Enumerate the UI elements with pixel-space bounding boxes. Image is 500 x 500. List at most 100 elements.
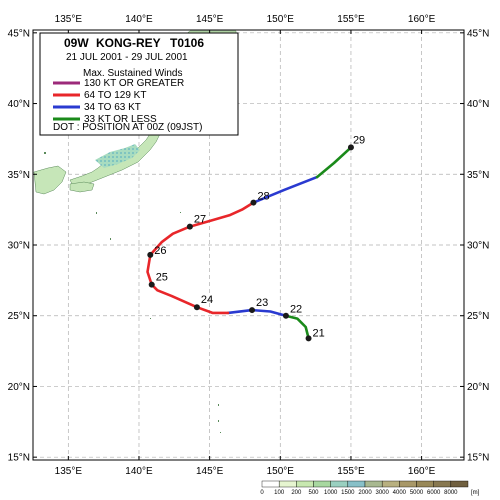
position-dot — [186, 223, 193, 230]
legend-title: Max. Sustained Winds — [83, 68, 183, 79]
island-dot — [218, 404, 219, 406]
storm-code: T0106 — [170, 36, 204, 50]
lat-label-left: 40°N — [8, 99, 30, 110]
lat-label-right: 30°N — [467, 241, 489, 252]
colorbar-cell — [313, 480, 331, 488]
colorbar-cell — [261, 480, 280, 488]
axis-ticks: 135°E 135°E 140°E 140°E 145°E 145°E 150°E 150°E… — [8, 14, 490, 477]
day-label: 29 — [353, 134, 365, 146]
island-dot — [218, 420, 219, 422]
lon-label-top: 145°E — [196, 14, 224, 25]
lat-label-left: 30°N — [8, 241, 30, 252]
colorbar-cell — [450, 480, 469, 488]
track-segment — [315, 146, 353, 179]
storm-period: 21 JUL 2001 - 29 JUL 2001 — [66, 52, 188, 63]
colorbar-label: 5000 — [410, 490, 424, 496]
position-dots: 21 22 23 24 25 26 27 28 29 — [147, 134, 365, 342]
legend-box: 09W KONG-REY T0106 21 JUL 2001 - 29 JUL … — [39, 32, 239, 136]
day-label: 22 — [290, 304, 302, 316]
colorbar-cell — [381, 480, 400, 488]
lon-label-bottom: 135°E — [55, 466, 83, 477]
mountain-area — [95, 144, 140, 168]
lon-label-top: 150°E — [267, 14, 295, 25]
colorbar-label: 2000 — [358, 490, 372, 496]
position-dot — [305, 335, 312, 342]
day-label: 27 — [194, 214, 206, 226]
colorbar-cell — [278, 480, 297, 488]
colorbar-label: 200 — [291, 490, 302, 496]
colorbar-label: 8000 — [444, 490, 458, 496]
legend-label: 34 TO 63 KT — [84, 102, 141, 113]
lon-label-bottom: 145°E — [196, 466, 224, 477]
lat-label-left: 20°N — [8, 382, 30, 393]
lat-label-left: 35°N — [8, 170, 30, 181]
position-dot — [250, 199, 257, 206]
island-dot — [150, 318, 151, 319]
lon-label-top: 140°E — [125, 14, 153, 25]
lon-label-top: 160°E — [408, 14, 436, 25]
colorbar-label: 6000 — [427, 490, 441, 496]
position-dot — [193, 304, 200, 311]
storm-id: 09W — [64, 36, 89, 50]
island-dot — [220, 432, 221, 433]
colorbar-label: 1500 — [341, 490, 355, 496]
position-dot — [282, 312, 289, 319]
lon-label-bottom: 150°E — [267, 466, 295, 477]
lon-label-bottom: 155°E — [337, 466, 365, 477]
lon-label-top: 155°E — [337, 14, 365, 25]
colorbar-label: 4000 — [393, 490, 407, 496]
lat-label-left: 15°N — [8, 453, 30, 464]
lat-label-right: 15°N — [467, 453, 489, 464]
position-dot — [347, 144, 354, 151]
colorbar-label: 0 — [260, 490, 264, 496]
colorbar-label: 1000 — [324, 490, 338, 496]
lat-label-right: 40°N — [467, 99, 489, 110]
track-segment — [226, 308, 288, 317]
island-dot — [96, 212, 97, 214]
island-dot — [110, 238, 111, 240]
lat-label-right: 45°N — [467, 28, 489, 39]
storm-name: KONG-REY — [96, 36, 161, 50]
lat-label-right: 20°N — [467, 382, 489, 393]
colorbar-label: 3000 — [375, 490, 389, 496]
island-dot — [180, 212, 181, 213]
colorbar-label: 500 — [308, 490, 319, 496]
lat-label-left: 25°N — [8, 311, 30, 322]
lon-label-bottom: 160°E — [408, 466, 436, 477]
day-label: 26 — [154, 245, 166, 257]
colorbar-label: 100 — [274, 490, 285, 496]
legend-label: 130 KT OR GREATER — [84, 78, 184, 89]
colorbar-cell — [433, 480, 452, 488]
lat-label-left: 45°N — [8, 28, 30, 39]
colorbar-unit: [m] — [471, 490, 480, 496]
lat-label-right: 35°N — [467, 170, 489, 181]
colorbar-cell — [416, 480, 434, 488]
day-label: 21 — [313, 327, 325, 339]
island-dot — [44, 152, 46, 154]
kyushu-island — [33, 165, 67, 195]
legend-dot-note: DOT : POSITION AT 00Z (09JST) — [53, 122, 202, 133]
day-label: 25 — [156, 272, 168, 284]
lon-label-bottom: 140°E — [125, 466, 153, 477]
colorbar-cell — [347, 480, 366, 488]
elevation-colorbar: 0 100 200 500 1000 1500 2000 3000 4000 5000 6000 80… — [260, 480, 480, 496]
track-segment — [284, 314, 310, 340]
shikoku-island — [69, 181, 95, 193]
legend-label: 33 KT OR LESS — [84, 114, 157, 125]
colorbar-cell — [399, 480, 417, 488]
legend-label: 64 TO 129 KT — [84, 90, 146, 101]
lat-label-right: 25°N — [467, 311, 489, 322]
position-dot — [148, 281, 155, 288]
day-label: 28 — [257, 191, 269, 203]
colorbar-cell — [330, 480, 349, 488]
colorbar-cell — [296, 480, 314, 488]
position-dot — [147, 251, 154, 258]
day-label: 23 — [256, 297, 268, 309]
lon-label-top: 135°E — [55, 14, 83, 25]
colorbar-cell — [364, 480, 383, 488]
day-label: 24 — [201, 294, 213, 306]
position-dot — [249, 307, 256, 314]
track-segment — [252, 175, 319, 204]
